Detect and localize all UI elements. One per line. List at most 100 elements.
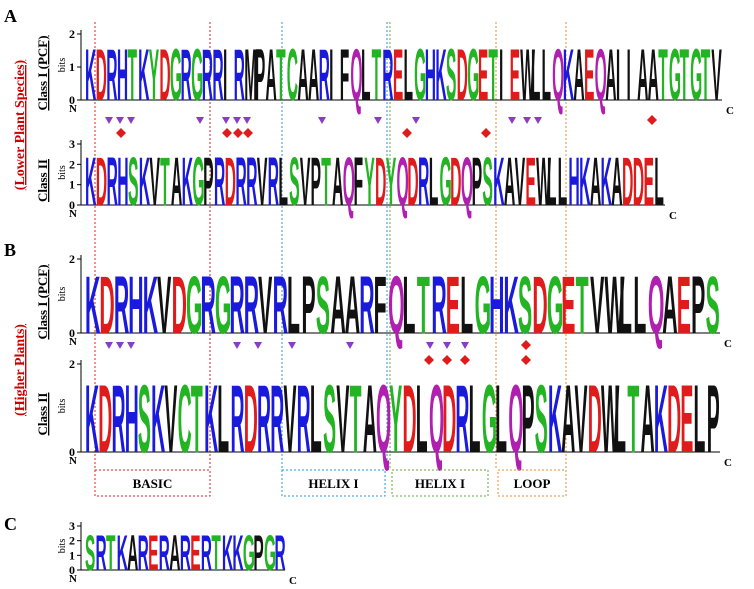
marker bbox=[460, 355, 470, 365]
logo-letter: K bbox=[85, 144, 96, 220]
region-label: BASIC bbox=[133, 476, 173, 491]
logo-letter: F bbox=[374, 259, 387, 351]
y-tick-label: 1 bbox=[69, 548, 75, 562]
logo-letter: I bbox=[616, 35, 620, 117]
logo-letter: D bbox=[96, 35, 107, 117]
logo-letter: K bbox=[548, 365, 562, 473]
logo-letter: K bbox=[138, 35, 149, 117]
logo-letter: E bbox=[190, 524, 200, 581]
y-tick-label: 0 bbox=[69, 198, 75, 212]
marker bbox=[116, 128, 126, 138]
logo-letter: H bbox=[117, 144, 128, 220]
y-tick-label: 2 bbox=[69, 157, 75, 171]
marker bbox=[254, 342, 262, 349]
logo-letter: R bbox=[274, 524, 285, 581]
logo-letter: D bbox=[457, 35, 468, 117]
logo-letter: L bbox=[416, 365, 428, 473]
logo-letter: L bbox=[547, 144, 557, 220]
logo-letter: E bbox=[478, 35, 488, 117]
marker bbox=[424, 355, 434, 365]
c-terminus: C bbox=[726, 105, 734, 117]
logo-letter: L bbox=[361, 35, 371, 117]
logo-letter: T bbox=[106, 524, 116, 581]
marker bbox=[222, 128, 232, 138]
logo-letter: T bbox=[417, 259, 430, 351]
logo-letter: K bbox=[654, 365, 668, 473]
logo-letter: A bbox=[308, 35, 319, 117]
logo-letter: V bbox=[574, 365, 587, 473]
logo-letter: R bbox=[359, 259, 374, 351]
logo-letter: R bbox=[431, 259, 446, 351]
logo-letter: R bbox=[231, 365, 245, 473]
class-label: Class II bbox=[35, 393, 50, 436]
logo-letter: A bbox=[662, 259, 677, 351]
logo-letter: T bbox=[658, 35, 668, 117]
logo-letter: R bbox=[106, 35, 117, 117]
marker bbox=[647, 115, 657, 125]
logo-letter: Q bbox=[461, 144, 473, 220]
side-label: (Lower Plant Species) bbox=[13, 59, 28, 190]
logo-letter: A bbox=[171, 144, 182, 220]
logo-letter: R bbox=[181, 35, 192, 117]
marker bbox=[346, 342, 354, 349]
logo-letter: V bbox=[258, 259, 272, 351]
logo-letter: P bbox=[522, 365, 535, 473]
marker bbox=[233, 128, 243, 138]
logo-letter: Q bbox=[552, 35, 564, 117]
logo-letter: K bbox=[232, 524, 243, 581]
logo-letter: R bbox=[200, 259, 215, 351]
logo-letter: V bbox=[590, 259, 604, 351]
logo-letter: C bbox=[287, 35, 298, 117]
n-terminus: N bbox=[69, 208, 77, 220]
logo-letter: D bbox=[98, 365, 112, 473]
y-axis-label: bits bbox=[57, 165, 68, 180]
logo-letter: A bbox=[127, 524, 138, 581]
logo-letter: K bbox=[504, 259, 519, 351]
n-terminus: N bbox=[69, 573, 77, 584]
marker bbox=[233, 117, 241, 124]
logo-letter: G bbox=[186, 259, 202, 351]
logo-letter: L bbox=[217, 365, 229, 473]
logo-letter: T bbox=[488, 35, 498, 117]
logo-letter: H bbox=[489, 259, 504, 351]
logo-letter: R bbox=[234, 35, 245, 117]
logo-letter: Q bbox=[648, 259, 664, 351]
logo-letter: I bbox=[626, 35, 630, 117]
logo-letter: R bbox=[297, 365, 311, 473]
logo-letter: L bbox=[654, 144, 664, 220]
logo-letter: L bbox=[429, 144, 439, 220]
marker bbox=[481, 128, 491, 138]
logo-letter: R bbox=[202, 35, 213, 117]
logo-letter: E bbox=[561, 259, 575, 351]
logo-letter: G bbox=[690, 35, 702, 117]
logo-letter: S bbox=[518, 259, 532, 351]
logo-letter: R bbox=[382, 35, 393, 117]
logo-letter: R bbox=[455, 365, 469, 473]
marker bbox=[243, 117, 251, 124]
logo-letter: P bbox=[311, 144, 322, 220]
logo-letter: P bbox=[255, 35, 265, 117]
logo-letter: G bbox=[669, 35, 681, 117]
logo-letter: D bbox=[667, 365, 681, 473]
marker bbox=[196, 117, 204, 124]
marker bbox=[233, 342, 241, 349]
logo-letter: L bbox=[278, 144, 288, 220]
logo-letter: L bbox=[495, 365, 507, 473]
logo-letter: E bbox=[677, 259, 691, 351]
y-tick-label: 2 bbox=[69, 357, 75, 371]
logo-letter: R bbox=[180, 524, 191, 581]
logo-letter: A bbox=[641, 365, 655, 473]
region-label: HELIX I bbox=[415, 476, 465, 491]
logo-letter: E bbox=[510, 35, 520, 117]
logo-letter: T bbox=[191, 365, 203, 473]
logo-letter: A bbox=[573, 35, 584, 117]
logo-letter: R bbox=[273, 259, 288, 351]
marker bbox=[243, 128, 253, 138]
logo-letter: T bbox=[350, 365, 362, 473]
logo-letter: S bbox=[482, 144, 493, 220]
logo-letter: T bbox=[211, 524, 221, 581]
logo-letter: G bbox=[243, 524, 255, 581]
logo-letter: T bbox=[576, 259, 589, 351]
logo-letter: A bbox=[605, 35, 616, 117]
